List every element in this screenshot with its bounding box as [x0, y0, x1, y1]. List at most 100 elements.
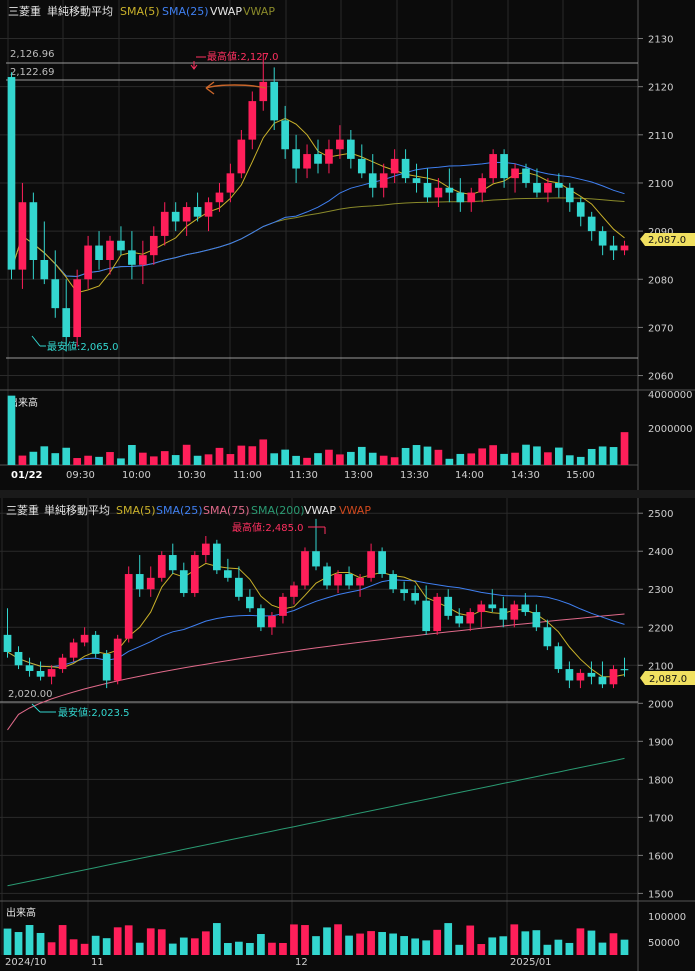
volume-bar — [456, 453, 465, 465]
candle-body — [168, 555, 177, 571]
candle-body — [565, 187, 574, 203]
daily-price-tag-label: 2,087.0 — [649, 674, 687, 685]
daily-legend-sma200: SMA(200) — [251, 504, 305, 517]
volume-bar — [323, 927, 331, 955]
candle-body — [379, 173, 388, 188]
y-tick-label: 2100 — [648, 661, 673, 672]
y-tick-label: 2000 — [648, 699, 673, 710]
sma200-line — [7, 757, 625, 887]
candle-body — [102, 653, 111, 681]
candle-body — [259, 81, 268, 102]
volume-bar — [135, 942, 144, 955]
volume-bar — [25, 925, 34, 955]
volume-bar — [455, 944, 464, 955]
legend-vwap: VWAP — [210, 5, 242, 18]
legend-vwap-2: VWAP — [243, 5, 275, 18]
candle-body — [190, 555, 199, 594]
volume-bar — [433, 929, 442, 955]
x-tick-label: 11 — [91, 957, 104, 968]
candle-body — [510, 604, 519, 620]
candle-body — [226, 173, 235, 193]
volume-bar — [478, 448, 487, 465]
intraday-volume-label: 出来高 — [8, 396, 38, 409]
daily-volume-label: 出来高 — [6, 906, 36, 919]
candle-body — [117, 240, 125, 251]
intraday-low-label: 最安値:2,065.0 — [47, 340, 119, 353]
volume-bar — [84, 455, 92, 465]
sma5-line — [7, 562, 625, 678]
candle-body — [400, 589, 408, 594]
volume-bar — [179, 937, 188, 955]
annotation-arrowhead-icon — [205, 81, 215, 95]
volume-bar — [401, 447, 410, 465]
candle-body — [237, 139, 246, 174]
candle-body — [36, 670, 45, 677]
candle-body — [124, 574, 133, 639]
volume-bar — [576, 928, 585, 955]
x-tick-label: 10:00 — [122, 470, 151, 481]
y-tick-label: 2060 — [648, 372, 673, 383]
volume-bar — [124, 925, 133, 955]
candle-body — [7, 77, 16, 270]
volume-bar — [29, 451, 38, 465]
volume-bar — [379, 455, 388, 465]
y-tick-label: 2130 — [648, 35, 673, 46]
candle-body — [336, 139, 344, 150]
candle-body — [609, 669, 618, 685]
candle-body — [160, 211, 169, 236]
candle-body — [270, 81, 279, 121]
candle-body — [40, 260, 49, 280]
candle-body — [521, 604, 530, 613]
volume-bar — [533, 446, 541, 465]
daily-legend-sma5: SMA(5) — [116, 504, 156, 517]
legend-sma5: SMA(5) — [120, 5, 160, 18]
candle-body — [500, 154, 508, 179]
volume-bar — [544, 452, 552, 465]
candle-body — [268, 615, 276, 628]
ref-line-second-label: 2,122.69 — [10, 67, 55, 78]
volume-bar — [182, 444, 191, 465]
candle-body — [3, 634, 12, 652]
intraday-indicator-label: 単純移動平均 — [47, 4, 113, 18]
volume-bar — [149, 456, 158, 465]
volume-bar — [609, 933, 618, 955]
candle-body — [290, 585, 298, 597]
panel-separator — [0, 490, 695, 498]
volume-bar — [190, 938, 199, 955]
candle-body — [576, 672, 585, 681]
volume-bar — [314, 453, 322, 465]
y-tick-label: 2100 — [648, 179, 673, 190]
volume-bar — [171, 455, 180, 465]
y-tick-label: 2080 — [648, 275, 673, 286]
volume-bar — [400, 936, 408, 955]
daily-indicator-lines — [7, 562, 625, 887]
y-tick-label: 1600 — [648, 851, 673, 862]
candle-body — [62, 308, 71, 338]
candle-body — [113, 638, 122, 681]
candle-body — [146, 577, 155, 590]
candle-body — [14, 651, 23, 666]
volume-bar — [543, 944, 552, 955]
volume-bar — [466, 925, 475, 955]
candle-body — [477, 604, 486, 613]
candle-body — [201, 543, 210, 556]
candle-body — [215, 192, 224, 203]
intraday-panel: 三菱重 単純移動平均 SMA(5) SMA(25) VWAP VWAP 2,12… — [0, 0, 695, 490]
x-tick-label: 11:00 — [233, 470, 262, 481]
candle-body — [179, 570, 188, 594]
daily-price-axis: 1500 1600 1700 1800 1900 2000 2100 2200 2300 2400… — [638, 509, 673, 900]
candle-body — [444, 596, 453, 616]
candle-body — [544, 182, 552, 193]
candle-body — [314, 154, 322, 164]
volume-bar — [268, 942, 276, 955]
volume-bar — [445, 458, 454, 465]
candle-body — [489, 154, 497, 179]
candle-body — [73, 279, 81, 338]
volume-bar — [510, 924, 519, 955]
volume-bar — [620, 432, 629, 465]
volume-bar — [390, 457, 399, 465]
volume-bar — [36, 932, 45, 955]
candle-body — [434, 187, 443, 198]
volume-bar — [215, 447, 224, 465]
volume-bar — [325, 449, 333, 465]
